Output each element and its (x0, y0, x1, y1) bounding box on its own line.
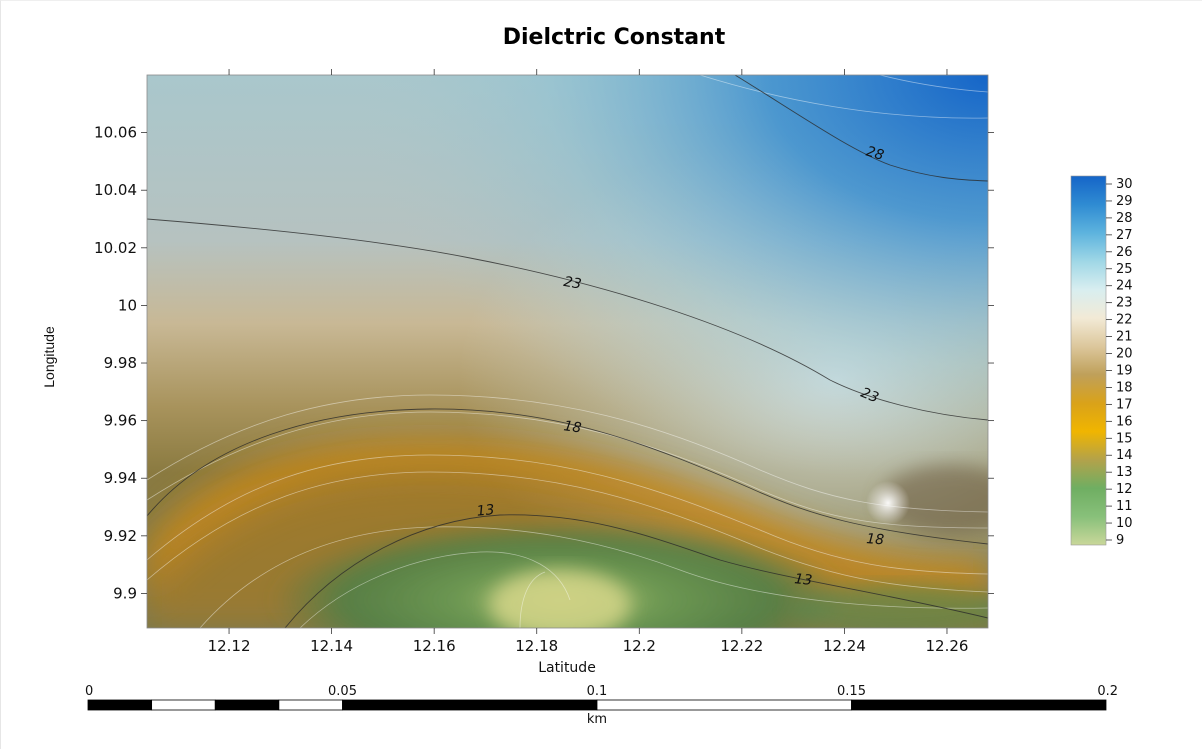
colorbar-tick-label: 22 (1116, 313, 1133, 328)
y-tick-label: 9.96 (104, 412, 137, 430)
y-tick-label: 9.98 (104, 354, 137, 372)
colorbar-tick-label: 9 (1116, 533, 1124, 548)
colorbar-tick-label: 25 (1116, 262, 1133, 277)
scale-segment (278, 699, 343, 711)
scale-tick-label: 0 (85, 684, 93, 699)
colorbar-tick-label: 24 (1116, 279, 1133, 294)
scale-tick-label: 0.2 (1097, 684, 1118, 699)
contour-labels: 28 23 23 18 18 13 13 (476, 144, 886, 589)
scale-segment (151, 699, 216, 711)
y-tick-label: 10.02 (94, 239, 137, 257)
colorbar-ramp (1070, 175, 1107, 546)
contour-label: 23 (562, 274, 582, 293)
colorbar-tick-label: 20 (1116, 347, 1133, 362)
y-axis-label: Longitude (41, 326, 57, 388)
colorbar-tick-label: 27 (1116, 228, 1133, 243)
contour-label: 28 (864, 144, 886, 164)
colorbar-tick-label: 14 (1116, 448, 1133, 463)
contour-label: 18 (563, 418, 583, 436)
y-tick-label: 9.92 (104, 527, 137, 545)
colorbar-tick-label: 23 (1116, 296, 1133, 311)
scale-tick-label: 0.1 (587, 684, 608, 699)
contour-label: 13 (476, 502, 495, 520)
colorbar-tick-label: 28 (1116, 211, 1133, 226)
contour-label: 13 (794, 571, 813, 589)
y-tick-label: 9.9 (113, 584, 137, 602)
colorbar-tick-label: 21 (1116, 330, 1133, 345)
x-tick-label: 12.24 (823, 637, 866, 655)
scale-tick-label: 0.05 (328, 684, 357, 699)
x-tick-label: 12.14 (310, 637, 353, 655)
colorbar-tick-label: 18 (1116, 380, 1133, 395)
y-tick-label: 10.06 (94, 124, 137, 142)
plot-frame (146, 74, 989, 629)
x-tick-label: 12.12 (208, 637, 251, 655)
scale-segment (596, 699, 852, 711)
x-tick-label: 12.2 (623, 637, 656, 655)
scale-bar: 0 0.05 0.1 0.15 0.2 km (85, 684, 1118, 727)
y-tick-label: 10.04 (94, 181, 137, 199)
contour-label: 18 (866, 531, 885, 548)
y-axis: 9.9 9.92 9.94 9.96 9.98 10 10.02 10.04 10.06 (94, 124, 994, 602)
y-tick-label: 9.94 (104, 469, 137, 487)
scale-unit: km (587, 712, 607, 727)
colorbar-tick-label: 29 (1116, 194, 1133, 209)
colorbar-tick-label: 26 (1116, 245, 1133, 260)
colorbar-tick-label: 11 (1116, 499, 1133, 514)
x-tick-label: 12.18 (515, 637, 558, 655)
colorbar-tick-label: 16 (1116, 414, 1133, 429)
contour-label: 23 (858, 385, 881, 407)
colorbar-tick-label: 30 (1116, 177, 1133, 192)
contour-lines (147, 75, 988, 628)
x-tick-label: 12.22 (720, 637, 763, 655)
scale-segment (87, 699, 153, 711)
colorbar-tick-label: 12 (1116, 482, 1133, 497)
heatmap-field: 28 23 23 18 18 13 13 (147, 75, 988, 628)
colorbar-tick-label: 17 (1116, 397, 1133, 412)
x-axis: 12.12 12.14 12.16 12.18 12.2 12.22 12.24 12.26 (208, 69, 968, 655)
x-tick-label: 12.26 (925, 637, 968, 655)
colorbar-tick-label: 13 (1116, 465, 1133, 480)
map-title: Dielctric Constant (503, 25, 726, 50)
scale-tick-label: 0.15 (837, 684, 866, 699)
x-tick-label: 12.16 (413, 637, 456, 655)
colorbar-tick-label: 19 (1116, 363, 1133, 378)
colorbar-tick-label: 10 (1116, 516, 1133, 531)
scale-segment (214, 699, 280, 711)
colorbar-tick-label: 15 (1116, 431, 1133, 446)
x-axis-label: Latitude (538, 660, 596, 676)
scale-segment (851, 699, 1107, 711)
scale-segment (342, 699, 598, 711)
y-tick-label: 10 (118, 296, 137, 314)
